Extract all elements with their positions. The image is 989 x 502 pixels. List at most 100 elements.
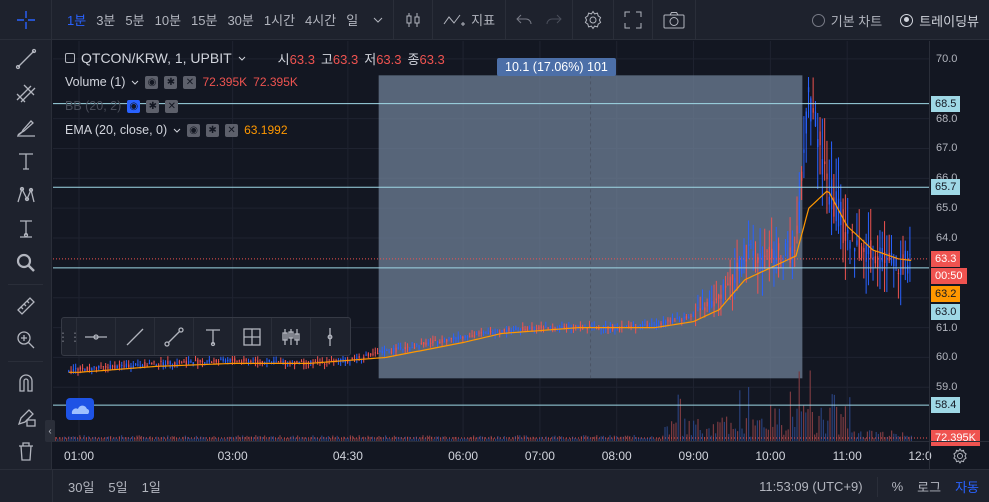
- volume-bar: [248, 436, 250, 441]
- ruler-tool[interactable]: [0, 289, 52, 323]
- candle-body: [204, 362, 206, 364]
- close-icon[interactable]: ✕: [165, 99, 179, 113]
- undo-button[interactable]: [506, 0, 542, 40]
- tradingview-radio[interactable]: 트레이딩뷰: [900, 11, 979, 30]
- volume-bar: [585, 435, 587, 441]
- trend-line-points-button[interactable]: [154, 318, 193, 355]
- volume-bar: [591, 436, 593, 441]
- volume-name[interactable]: Volume (1): [65, 75, 126, 89]
- price-label: 65.7: [931, 179, 961, 196]
- date-price-range-button[interactable]: [232, 318, 271, 355]
- screenshot-button[interactable]: [653, 0, 695, 40]
- fib-tool[interactable]: [0, 76, 52, 110]
- volume-bar: [904, 435, 906, 441]
- auto-toggle[interactable]: 자동: [955, 480, 979, 495]
- candle-body: [111, 365, 114, 367]
- volume-bar: [657, 437, 659, 441]
- settings-button[interactable]: [573, 0, 613, 40]
- lock-drawing-tool[interactable]: [0, 400, 52, 434]
- candle-body: [75, 368, 77, 370]
- volume-bar: [831, 394, 833, 441]
- candle-body: [409, 348, 411, 350]
- bb-name[interactable]: BB (20, 2): [65, 99, 122, 113]
- price-range-button[interactable]: [193, 318, 232, 355]
- remove-drawings-tool[interactable]: [0, 434, 52, 468]
- volume-bar: [715, 433, 717, 441]
- time-axis[interactable]: 01:00 03:00 04:30 06:00 07:00 08:00 09:00 10:00…: [53, 441, 932, 469]
- interval-3[interactable]: 10분: [154, 13, 182, 28]
- candle-body: [372, 353, 374, 355]
- close-icon[interactable]: ✕: [225, 123, 239, 137]
- range-1[interactable]: 5일: [108, 479, 128, 495]
- chart-canvas[interactable]: [53, 41, 929, 441]
- price-chart[interactable]: [53, 41, 929, 441]
- axis-settings-button[interactable]: [929, 441, 989, 469]
- eye-icon[interactable]: ◉: [127, 99, 141, 113]
- candle-body: [199, 359, 201, 363]
- volume-bar: [686, 434, 688, 441]
- percent-toggle[interactable]: %: [891, 479, 904, 494]
- drag-handle-icon[interactable]: ⋮⋮: [57, 329, 81, 344]
- horizontal-ray-tool[interactable]: [76, 318, 115, 355]
- candle-body: [588, 326, 591, 328]
- candle-body: [621, 325, 623, 328]
- volume-value: 72.395K: [202, 75, 248, 89]
- gear-icon[interactable]: ✱: [164, 75, 178, 89]
- clock[interactable]: 11:53:09 (UTC+9): [759, 479, 863, 494]
- interval-7[interactable]: 4시간: [305, 13, 337, 28]
- collapse-sidebar-button[interactable]: ‹: [45, 420, 55, 442]
- close-icon[interactable]: ✕: [183, 75, 197, 89]
- redo-button[interactable]: [542, 0, 572, 40]
- text-tool[interactable]: [0, 144, 52, 178]
- magnet-tool[interactable]: [0, 366, 52, 400]
- pattern-tool[interactable]: [0, 178, 52, 212]
- interval-1[interactable]: 3분: [96, 13, 116, 28]
- eye-icon[interactable]: ◉: [187, 123, 201, 137]
- interval-8[interactable]: 일: [346, 13, 359, 28]
- basic-chart-radio[interactable]: 기본 차트: [811, 11, 882, 30]
- symbol-title[interactable]: QTCON/KRW, 1, UPBIT: [81, 50, 232, 66]
- candle-body: [337, 359, 340, 361]
- zoom-in-tool[interactable]: [0, 323, 52, 357]
- gear-icon[interactable]: ✱: [206, 123, 220, 137]
- vertical-line-button[interactable]: [310, 318, 349, 355]
- interval-2[interactable]: 5분: [125, 13, 145, 28]
- interval-0[interactable]: 1분: [67, 13, 87, 28]
- bars-pattern-button[interactable]: [271, 318, 310, 355]
- interval-4[interactable]: 15분: [191, 13, 218, 28]
- volume-bar: [125, 437, 127, 441]
- log-toggle[interactable]: 로그: [917, 480, 942, 495]
- volume-bar: [847, 428, 849, 441]
- collapse-legend-icon[interactable]: [65, 53, 75, 63]
- interval-5[interactable]: 30분: [227, 13, 254, 28]
- prediction-tool[interactable]: [0, 212, 52, 246]
- candle-body: [545, 325, 547, 327]
- eye-icon[interactable]: ◉: [145, 75, 159, 89]
- fullscreen-button[interactable]: [614, 0, 652, 40]
- crosshair-tool[interactable]: [0, 0, 52, 40]
- candle-body: [358, 356, 360, 358]
- indicators-button[interactable]: 지표: [433, 0, 505, 40]
- candle-body: [718, 294, 720, 299]
- candle-body: [383, 350, 386, 354]
- gear-icon: [584, 10, 602, 29]
- price-axis[interactable]: 70.068.067.066.065.064.062.061.060.059.0…: [929, 41, 989, 446]
- volume-bar: [893, 433, 895, 441]
- trend-line-button[interactable]: [115, 318, 154, 355]
- interval-6[interactable]: 1시간: [263, 13, 296, 28]
- range-0[interactable]: 30일: [68, 479, 95, 495]
- trend-line-tool[interactable]: [0, 42, 52, 76]
- range-2[interactable]: 1일: [141, 479, 161, 495]
- chart-type-button[interactable]: [394, 0, 432, 40]
- interval-dropdown[interactable]: [363, 0, 393, 40]
- volume-bar: [283, 438, 285, 441]
- brush-tool[interactable]: [0, 110, 52, 144]
- zoom-tool[interactable]: [0, 246, 52, 280]
- candle-body: [321, 361, 323, 363]
- drawing-tools-sidebar: [0, 40, 52, 502]
- candle-body: [277, 361, 280, 363]
- ema-name[interactable]: EMA (20, close, 0): [65, 123, 168, 137]
- volume-bar: [864, 437, 866, 441]
- gear-icon[interactable]: ✱: [146, 99, 160, 113]
- candle-body: [750, 243, 752, 245]
